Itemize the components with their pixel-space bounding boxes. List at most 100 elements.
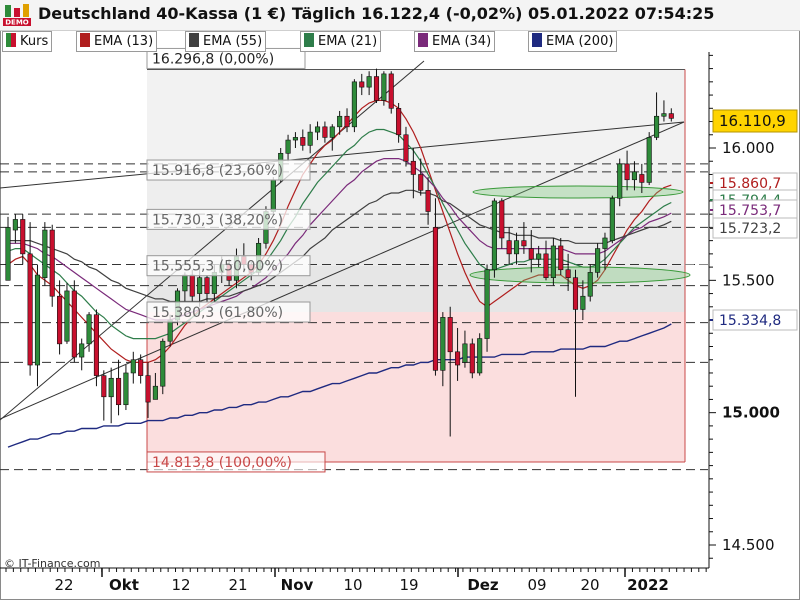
- candle: [42, 222, 48, 286]
- copyright-text: © IT-Finance.com: [4, 557, 101, 570]
- candle: [130, 351, 136, 384]
- candle: [20, 214, 26, 265]
- x-axis-label: 21: [228, 576, 247, 594]
- ema-line: [7, 323, 672, 448]
- y-axis-label: 14.500: [722, 536, 775, 554]
- candle-body: [403, 134, 409, 162]
- candle: [351, 79, 357, 133]
- price-tag: 15.860,7: [710, 172, 798, 194]
- candle-body: [455, 351, 461, 366]
- candle: [543, 240, 549, 281]
- legend-swatch: [532, 33, 542, 47]
- candle: [49, 224, 55, 307]
- candle-body: [440, 317, 446, 371]
- candle-body: [536, 253, 542, 260]
- candle: [536, 245, 542, 268]
- candle-body: [447, 317, 453, 353]
- fibonacci-label: 15.730,3 (38,20%): [146, 208, 311, 230]
- candle: [344, 108, 350, 133]
- candle-body: [145, 375, 151, 403]
- legend: Kurs EMA (13) EMA (55) EMA (21) EMA (34) EMA …: [0, 30, 800, 52]
- candle-body: [285, 139, 291, 154]
- axes: 16.000 15.500 15.000 14.500 16.110,9 15.860,7…: [0, 52, 798, 594]
- x-axis-label: 12: [171, 576, 190, 594]
- candle: [322, 121, 328, 143]
- candle-body: [42, 229, 48, 278]
- legend-item[interactable]: EMA (34): [414, 31, 496, 52]
- candle-body: [595, 248, 601, 273]
- candle-body: [20, 219, 26, 255]
- candle: [462, 330, 468, 368]
- candle-body: [79, 343, 85, 358]
- candle-body: [359, 81, 365, 88]
- candle: [71, 280, 77, 363]
- candle-body: [116, 377, 122, 406]
- fibonacci-label-text: 15.916,8 (23,60%): [152, 163, 283, 179]
- candle: [499, 198, 505, 249]
- candle: [307, 124, 313, 154]
- candle-body: [418, 174, 424, 191]
- candle: [12, 214, 18, 244]
- candle-body: [34, 274, 41, 366]
- candle: [329, 124, 335, 151]
- candle-body: [123, 372, 129, 406]
- candle: [572, 269, 579, 397]
- legend-swatch: [418, 33, 428, 47]
- price-tag-text: 15.334,8: [719, 313, 781, 329]
- price-tag-box: [712, 109, 798, 133]
- logo-text: DEMO: [5, 19, 29, 27]
- candle: [455, 327, 461, 381]
- candle: [359, 73, 365, 96]
- candle: [300, 129, 306, 151]
- candle: [5, 216, 11, 281]
- candle: [34, 264, 41, 387]
- legend-item[interactable]: EMA (55): [185, 31, 267, 52]
- legend-swatch: [80, 33, 90, 47]
- legend-label: EMA (34): [432, 34, 492, 49]
- fibonacci-label-text: 15.380,3 (61,80%): [152, 305, 283, 321]
- candle-body: [558, 245, 564, 271]
- candle: [440, 312, 446, 387]
- legend-label: EMA (55): [203, 34, 263, 49]
- candle: [432, 198, 439, 376]
- fibonacci-label: 15.555,3 (50,00%): [146, 255, 311, 277]
- candle-body: [572, 277, 579, 310]
- candle: [116, 359, 122, 416]
- candle-body: [64, 290, 70, 342]
- candle-body: [108, 377, 114, 398]
- candle: [521, 222, 527, 254]
- candle-body: [152, 385, 158, 400]
- legend-swatch: [189, 33, 199, 47]
- legend-item[interactable]: Kurs: [2, 31, 53, 52]
- candle: [108, 367, 114, 424]
- candle-body: [381, 73, 387, 101]
- candle: [366, 71, 372, 96]
- candle: [160, 338, 166, 395]
- candle-body: [160, 340, 166, 387]
- candle-body: [432, 227, 439, 371]
- candle: [101, 370, 107, 421]
- candle-body: [477, 338, 483, 374]
- candle-body: [602, 237, 608, 249]
- candle-body: [322, 126, 328, 138]
- candle-body: [521, 240, 527, 247]
- trend-line-rising-support: [0, 121, 685, 420]
- candle-body: [513, 240, 520, 255]
- candle-body: [307, 131, 313, 146]
- candle: [484, 264, 490, 352]
- candle-body: [646, 137, 652, 183]
- legend-label: EMA (21): [318, 34, 378, 49]
- x-axis-label: 09: [527, 576, 546, 594]
- fibonacci-label-box: [146, 208, 311, 230]
- candle-body: [182, 274, 188, 292]
- candle-body: [130, 359, 136, 374]
- legend-item[interactable]: EMA (21): [300, 31, 382, 52]
- candle: [631, 161, 638, 191]
- legend-item[interactable]: EMA (13): [76, 31, 158, 52]
- candle: [337, 110, 343, 135]
- price-tag: 15.753,7: [710, 199, 798, 221]
- candle-body: [617, 163, 623, 199]
- legend-item[interactable]: EMA (200): [528, 31, 618, 52]
- fibonacci-zone: [147, 69, 685, 171]
- candle: [580, 280, 586, 321]
